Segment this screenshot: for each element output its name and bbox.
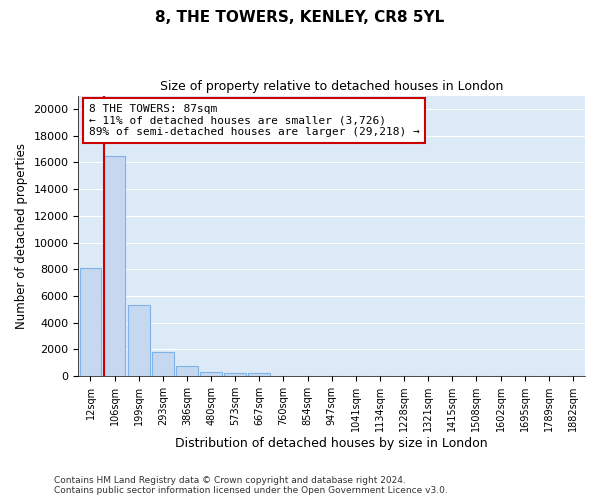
Bar xyxy=(200,372,222,376)
Bar xyxy=(224,373,246,376)
Bar xyxy=(152,352,173,376)
Bar xyxy=(248,373,270,376)
Bar xyxy=(80,268,101,376)
X-axis label: Distribution of detached houses by size in London: Distribution of detached houses by size … xyxy=(175,437,488,450)
Y-axis label: Number of detached properties: Number of detached properties xyxy=(15,143,28,329)
Bar xyxy=(128,306,149,376)
Text: 8 THE TOWERS: 87sqm
← 11% of detached houses are smaller (3,726)
89% of semi-det: 8 THE TOWERS: 87sqm ← 11% of detached ho… xyxy=(89,104,419,137)
Bar xyxy=(176,366,198,376)
Text: Contains HM Land Registry data © Crown copyright and database right 2024.
Contai: Contains HM Land Registry data © Crown c… xyxy=(54,476,448,495)
Title: Size of property relative to detached houses in London: Size of property relative to detached ho… xyxy=(160,80,503,93)
Bar xyxy=(104,156,125,376)
Text: 8, THE TOWERS, KENLEY, CR8 5YL: 8, THE TOWERS, KENLEY, CR8 5YL xyxy=(155,10,445,25)
